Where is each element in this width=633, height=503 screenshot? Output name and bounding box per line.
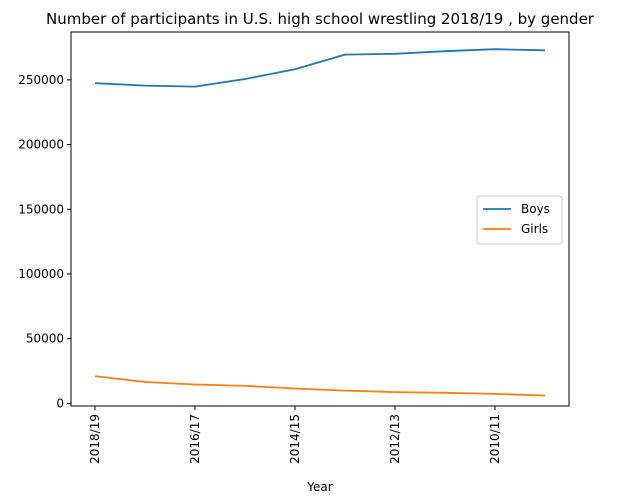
x-tick-label: 2010/11	[488, 414, 502, 464]
series-lines	[94, 48, 546, 397]
legend: Boys Girls	[476, 195, 563, 245]
plot-frame	[70, 31, 570, 407]
chart-title: Number of participants in U.S. high scho…	[46, 10, 595, 28]
series-line-girls	[94, 375, 546, 397]
x-tick-label: 2016/17	[188, 414, 202, 464]
y-tick-label: 100000	[18, 267, 64, 281]
y-tick-label: 250000	[18, 73, 64, 87]
legend-label-boys: Boys	[521, 202, 550, 216]
series-line-boys	[94, 48, 546, 88]
x-axis: 2018/19 2016/17 2014/15 2012/13 2010/11	[88, 406, 502, 464]
legend-box	[476, 195, 563, 245]
x-tick-label: 2012/13	[388, 414, 402, 464]
y-tick-label: 50000	[26, 332, 64, 346]
plot-area	[70, 31, 570, 407]
y-axis: 0 50000 100000 150000 200000 250000	[18, 73, 71, 410]
y-tick-label: 0	[56, 396, 64, 410]
y-tick-label: 150000	[18, 202, 64, 216]
legend-label-girls: Girls	[521, 222, 548, 236]
x-axis-label: Year	[306, 480, 332, 494]
x-tick-label: 2014/15	[288, 414, 302, 464]
y-tick-label: 200000	[18, 138, 64, 152]
x-tick-label: 2018/19	[88, 414, 102, 464]
